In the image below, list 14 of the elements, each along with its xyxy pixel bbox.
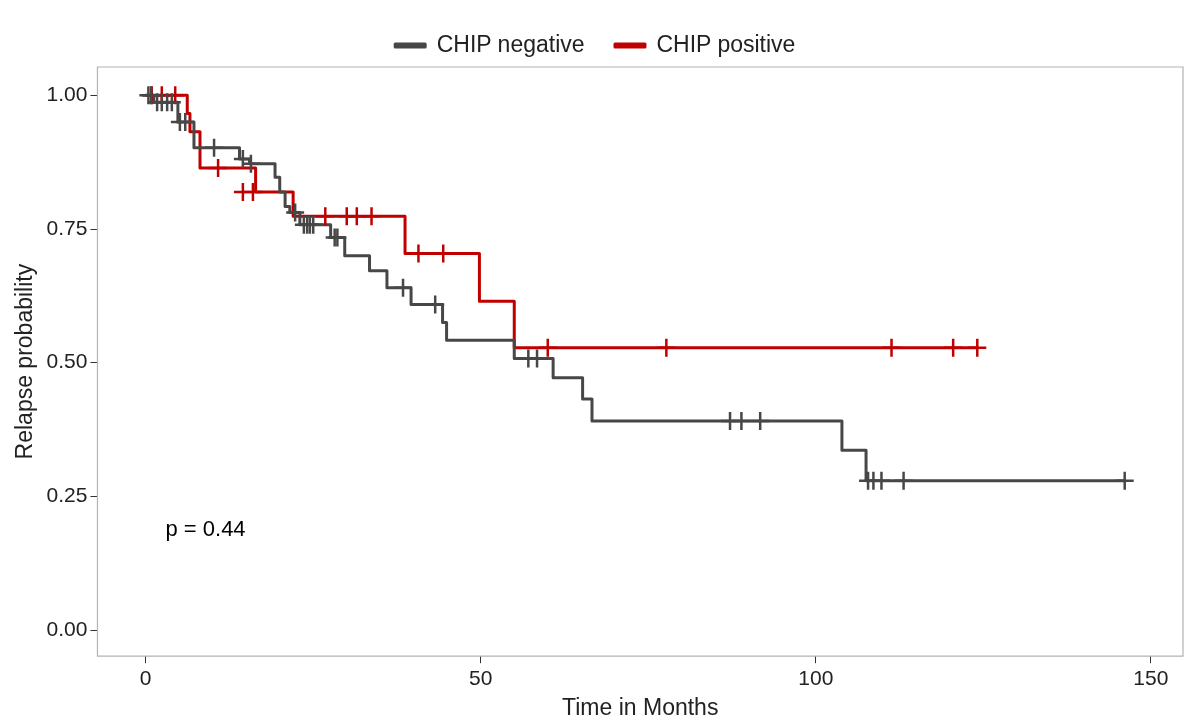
x-tick-label: 0 — [139, 665, 152, 689]
y-tick-label: 0.75 — [46, 215, 88, 239]
x-tick-label: 150 — [1133, 665, 1169, 689]
y-axis-title: Relapse probability — [11, 263, 38, 460]
y-tick-label: 0.50 — [46, 349, 88, 373]
y-tick-label: 0.00 — [46, 616, 88, 640]
annotation: p = 0.44 — [165, 516, 246, 542]
legend-label: CHIP positive — [656, 30, 796, 57]
x-axis-title: Time in Months — [562, 693, 719, 720]
y-tick-label: 0.25 — [46, 483, 88, 507]
x-tick-label: 100 — [798, 665, 834, 689]
y-tick-label: 1.00 — [46, 82, 88, 106]
legend-label: CHIP negative — [436, 30, 585, 57]
x-tick-label: 50 — [469, 665, 493, 689]
